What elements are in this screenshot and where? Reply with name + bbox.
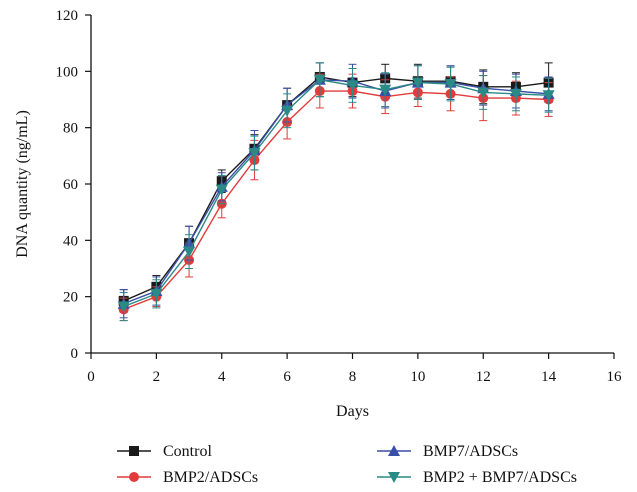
data-point xyxy=(150,288,163,300)
x-axis-label: Days xyxy=(336,403,369,420)
data-point xyxy=(183,246,196,258)
legend-marker xyxy=(129,472,139,482)
series-line xyxy=(123,76,549,302)
series-4 xyxy=(117,62,555,322)
series-2 xyxy=(118,73,554,322)
data-point xyxy=(313,74,326,86)
data-point xyxy=(346,80,359,92)
legend-marker xyxy=(129,446,139,456)
x-tick-label: 14 xyxy=(541,369,557,385)
y-tick-label: 100 xyxy=(56,64,79,80)
series-layer xyxy=(117,62,555,322)
y-tick-label: 0 xyxy=(71,346,79,362)
series-line xyxy=(123,79,549,305)
legend-label: BMP2/ADSCs xyxy=(163,469,258,486)
y-ticks: 0 20 40 60 80 100 120 xyxy=(56,8,91,362)
x-tick-label: 10 xyxy=(410,369,425,385)
legend-item: Control xyxy=(117,443,212,460)
series-3 xyxy=(117,62,555,319)
data-point xyxy=(542,90,555,102)
series-line xyxy=(123,90,549,310)
legend-label: Control xyxy=(163,443,212,460)
legend-item: BMP7/ADSCs xyxy=(377,443,518,460)
data-point xyxy=(444,79,457,91)
data-point xyxy=(248,148,261,160)
legend-marker xyxy=(388,445,400,456)
x-ticks: 0 2 4 6 8 10 12 14 16 xyxy=(87,353,622,385)
x-tick-label: 12 xyxy=(476,369,491,385)
y-tick-label: 60 xyxy=(63,177,78,193)
legend-item: BMP2 + BMP7/ADSCs xyxy=(377,469,577,486)
data-point xyxy=(117,301,130,313)
legend-label: BMP7/ADSCs xyxy=(423,443,518,460)
x-tick-label: 4 xyxy=(218,369,226,385)
legend: Control BMP2/ADSCs BMP7/ADSCs BMP2 + BMP7/A… xyxy=(117,443,577,486)
x-tick-label: 8 xyxy=(349,369,357,385)
legend-marker xyxy=(388,472,400,483)
x-tick-label: 16 xyxy=(607,369,623,385)
legend-label: BMP2 + BMP7/ADSCs xyxy=(423,469,577,486)
legend-item: BMP2/ADSCs xyxy=(117,469,258,486)
data-point xyxy=(281,105,294,117)
data-point xyxy=(411,77,424,89)
y-tick-label: 20 xyxy=(63,290,78,306)
y-tick-label: 40 xyxy=(63,233,78,249)
x-tick-label: 6 xyxy=(283,369,291,385)
data-point xyxy=(379,84,392,96)
data-point xyxy=(215,184,228,196)
y-tick-label: 120 xyxy=(56,8,79,24)
x-tick-label: 2 xyxy=(153,369,161,385)
series-line xyxy=(123,79,549,308)
data-point xyxy=(477,87,490,99)
y-tick-label: 80 xyxy=(63,121,78,137)
x-tick-label: 0 xyxy=(87,369,95,385)
data-point xyxy=(509,88,522,100)
series-1 xyxy=(118,62,554,313)
y-axis-label: DNA quantity (ng/mL) xyxy=(14,110,31,258)
